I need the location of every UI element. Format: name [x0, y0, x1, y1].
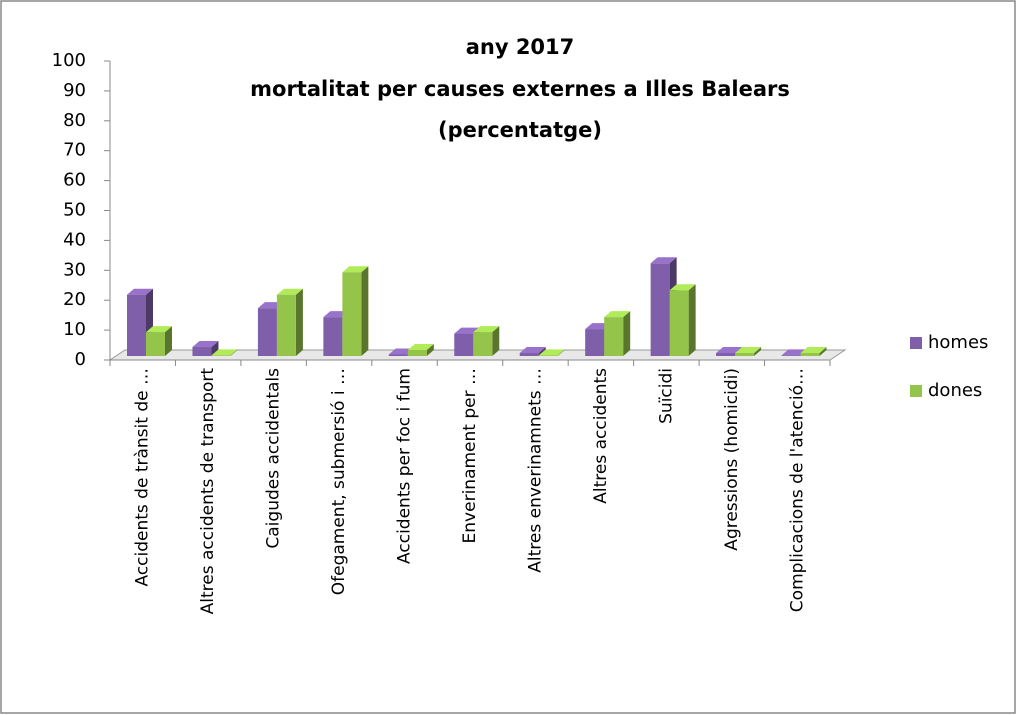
bar [211, 355, 231, 356]
bar [192, 347, 212, 356]
y-tick-label: 70 [63, 140, 86, 161]
bar [342, 272, 362, 356]
x-tick-label: Caigudes accidentals [264, 368, 284, 549]
x-tick-label: Altres accidents [591, 368, 611, 504]
legend-label: homes [928, 332, 988, 353]
bar-top [146, 326, 172, 333]
bar-top [800, 347, 827, 354]
bar-top [669, 284, 696, 291]
bar-side [426, 344, 434, 356]
bar [323, 317, 343, 356]
bar-side [538, 347, 546, 356]
x-tick-label: Altres enverinamnets … [525, 368, 545, 573]
y-tick-label: 10 [63, 319, 86, 340]
bar [276, 294, 296, 356]
y-tick-label: 90 [63, 80, 86, 101]
bar-side [165, 326, 172, 356]
bar-top [276, 288, 303, 295]
chart-title: mortalitat per causes externes a Illes B… [250, 77, 790, 101]
bar-side [211, 341, 219, 356]
bar-side [819, 347, 827, 356]
x-tick-label: Altres accidents de transport [198, 368, 218, 615]
bar [257, 308, 277, 356]
bar [604, 317, 624, 356]
bar [519, 353, 539, 356]
bar-side [623, 311, 631, 356]
x-tick-label: Accidents per foc i fum [395, 368, 415, 564]
bar-top [127, 288, 153, 295]
legend-label: dones [928, 380, 982, 401]
x-tick-label: Suïcidi [656, 368, 676, 424]
bar-top [519, 347, 546, 354]
bar-top [342, 266, 369, 273]
bar-top [407, 344, 434, 351]
legend-swatch [910, 337, 922, 349]
x-tick-label: Ofegament, submersió i … [329, 368, 349, 595]
chart-title: (percentatge) [438, 118, 602, 142]
chart-title: any 2017 [466, 35, 575, 59]
bar-top [473, 326, 500, 333]
y-tick-label: 80 [63, 110, 86, 131]
y-tick-label: 0 [75, 349, 86, 370]
bar [407, 350, 427, 356]
bar [127, 294, 146, 356]
bar-side [754, 347, 762, 356]
y-tick-label: 20 [63, 289, 86, 310]
bar [650, 263, 670, 356]
bar-side [557, 349, 565, 356]
bar [585, 329, 605, 356]
y-tick-label: 30 [63, 259, 86, 280]
bar [735, 353, 755, 356]
legend-swatch [910, 385, 922, 397]
y-tick-label: 60 [63, 170, 86, 191]
x-tick-label: Accidents de trànsit de … [133, 368, 153, 587]
bar-side [492, 326, 500, 356]
x-tick-label: Complicacions de l'atenció… [787, 368, 807, 612]
bar [716, 353, 736, 356]
bar-side [230, 349, 238, 356]
bar-top [192, 341, 219, 348]
bar-side [295, 288, 303, 356]
y-tick-label: 40 [63, 229, 86, 250]
bar-top [538, 349, 565, 356]
bar-side [688, 284, 696, 356]
bar-top [604, 311, 631, 318]
bar [454, 333, 474, 356]
bar [669, 290, 689, 356]
bar-top [735, 347, 762, 354]
bar-top [211, 349, 238, 356]
y-tick-label: 100 [52, 50, 86, 71]
bar [781, 355, 801, 356]
bar-top [650, 257, 677, 264]
bar [473, 332, 493, 356]
bar-side [361, 266, 369, 356]
bar-top [716, 347, 743, 354]
bar [538, 355, 558, 356]
x-tick-label: Agressions (homicidi) [722, 368, 742, 551]
y-tick-label: 50 [63, 200, 86, 221]
bar [388, 354, 408, 356]
x-tick-label: Enverinament per … [460, 368, 480, 543]
bar [146, 332, 165, 356]
bar [800, 353, 820, 356]
